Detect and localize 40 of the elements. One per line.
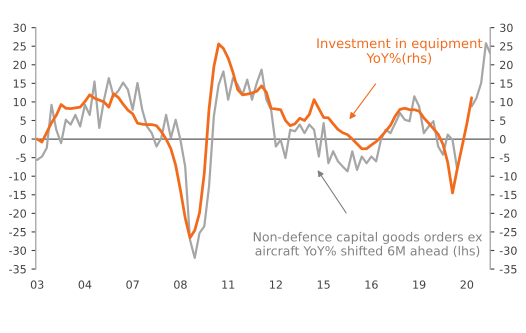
y-tick-label: -20	[9, 209, 26, 218]
y2-tick-label: -35	[500, 265, 516, 274]
y-tick-label: 25	[13, 42, 26, 51]
annotation: Non-defence capital goods orders ex aircraft YoY% shifted 6M ahead (lhs)	[254, 232, 482, 258]
y-tick-label: -5	[16, 154, 26, 162]
y-tick-label: -35	[9, 265, 26, 274]
x-tick-label: 08	[174, 280, 187, 289]
y2-tick-label: -25	[500, 228, 516, 236]
x-tick-label: 19	[413, 280, 426, 289]
x-tick-label: 12	[270, 280, 282, 289]
y-tick-label: 15	[14, 79, 26, 88]
y2-tick-label: -5	[500, 154, 510, 162]
y2-tick-label: -20	[500, 209, 517, 218]
x-tick-label: 20	[460, 280, 474, 289]
x-tick-label: 04	[78, 280, 92, 289]
x-tick-label: 11	[222, 280, 234, 289]
x-tick-label: 03	[30, 280, 44, 289]
y-tick-label: -15	[9, 190, 26, 200]
x-tick-label: 15	[318, 280, 330, 289]
y-tick-label: -25	[9, 228, 26, 236]
y2-tick-label: 10	[500, 98, 513, 106]
y-tick-label: 5	[20, 116, 26, 125]
y-tick-label: 20	[13, 60, 26, 70]
x-tick-label: 07	[126, 280, 139, 289]
y2-tick-label: -30	[500, 246, 517, 255]
y2-tick-label: 5	[500, 116, 506, 125]
x-tick-label: 16	[366, 280, 378, 289]
y2-tick-label: 0	[500, 135, 506, 144]
annotation: Investment in equipment YoY%(rhs)	[317, 38, 482, 65]
y2-tick-label: 30	[500, 24, 513, 32]
y-tick-label: 0	[20, 135, 26, 144]
y2-tick-label: 25	[500, 42, 512, 51]
y-tick-label: 10	[14, 98, 26, 106]
y2-tick-label: -15	[500, 190, 516, 200]
y2-tick-label: -10	[500, 172, 517, 181]
y-tick-label: 30	[13, 24, 26, 32]
y2-tick-label: 15	[500, 79, 512, 88]
y-tick-label: -10	[9, 172, 26, 181]
y-tick-label: -30	[9, 246, 26, 255]
y2-tick-label: 20	[500, 60, 513, 70]
